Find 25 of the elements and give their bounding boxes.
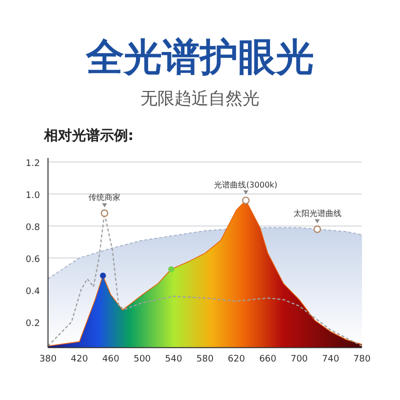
x-tick-label: 500 xyxy=(134,354,152,365)
x-tick-label: 540 xyxy=(165,354,182,365)
point xyxy=(100,272,106,279)
annotation: 光谱曲线(3000k) xyxy=(214,180,278,190)
x-tick-label: 780 xyxy=(353,354,371,365)
x-tick-label: 460 xyxy=(102,354,120,365)
point xyxy=(168,266,174,272)
annotation: 传统商家 xyxy=(88,193,121,202)
x-tick-label: 660 xyxy=(259,354,277,365)
x-tick-label: 700 xyxy=(290,354,308,365)
chart-title: 全光谱护眼光 xyxy=(85,35,314,79)
y-tick-label: 0.8 xyxy=(26,223,40,233)
y-tick-label: 1.2 xyxy=(26,159,40,169)
x-tick-label: 620 xyxy=(228,354,246,365)
x-tick-label: 420 xyxy=(70,354,88,365)
y-tick-label: 1.0 xyxy=(26,191,40,201)
x-tick-label: 740 xyxy=(322,354,340,365)
y-tick-label: 0.4 xyxy=(26,287,40,297)
annotation: 太阳光谱曲线 xyxy=(293,209,342,218)
text: 相对光谱示例: xyxy=(43,127,134,144)
chart-subtitle: 无限趋近自然光 xyxy=(140,89,260,109)
y-tick-label: 0.6 xyxy=(26,255,40,265)
y-tick-label: 0.2 xyxy=(26,319,40,329)
x-tick-label: 580 xyxy=(196,354,214,365)
x-tick-label: 380 xyxy=(39,354,57,365)
